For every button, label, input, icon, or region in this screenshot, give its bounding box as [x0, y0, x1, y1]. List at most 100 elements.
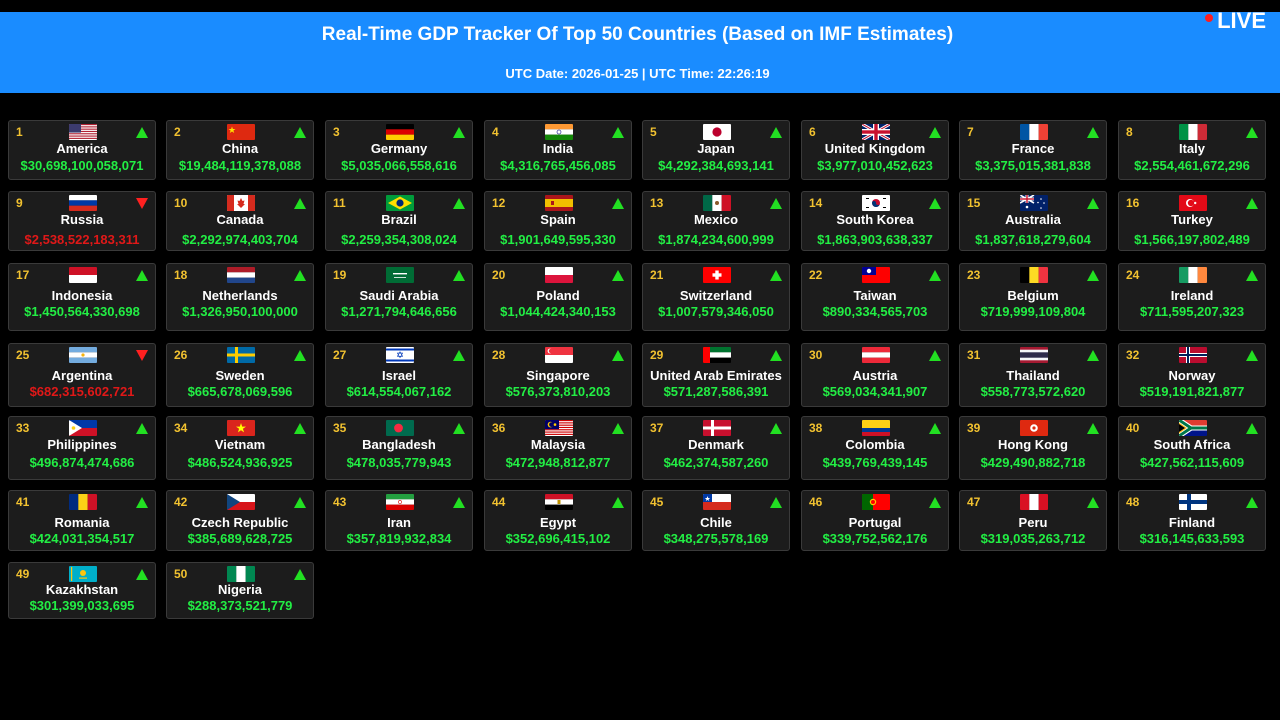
trend-up-icon	[1246, 270, 1258, 281]
country-name: Mexico	[693, 212, 739, 227]
country-gdp-value: $719,999,109,804	[980, 304, 1086, 319]
country-card-america: 1 America $30,698,100,058,071	[8, 120, 156, 180]
trend-up-icon	[929, 198, 941, 209]
country-card-france: 7 France $3,375,015,381,838	[959, 120, 1107, 180]
country-rank: 24	[1126, 268, 1140, 282]
country-card-finland: 48 Finland $316,145,633,593	[1118, 490, 1266, 551]
trend-up-icon	[929, 127, 941, 138]
trend-up-icon	[453, 270, 465, 281]
flag-de-icon	[386, 124, 414, 140]
flag-fi-icon	[1179, 494, 1207, 510]
trend-down-icon	[136, 198, 148, 209]
live-badge: LIVE	[1205, 8, 1266, 34]
country-gdp-value: $424,031,354,517	[29, 531, 135, 546]
country-rank: 46	[809, 495, 823, 509]
country-card-kazakhstan: 49 Kazakhstan $301,399,033,695	[8, 562, 156, 619]
trend-up-icon	[1087, 198, 1099, 209]
country-card-australia: 15 Australia $1,837,618,279,604	[959, 191, 1107, 251]
country-gdp-value: $427,562,115,609	[1139, 455, 1245, 470]
country-name: Brazil	[381, 212, 417, 227]
country-rank: 36	[492, 421, 506, 435]
trend-up-icon	[929, 423, 941, 434]
country-name: Australia	[1005, 212, 1061, 227]
trend-up-icon	[612, 350, 624, 361]
trend-up-icon	[770, 350, 782, 361]
country-card-colombia: 38 Colombia $439,769,439,145	[801, 416, 949, 480]
trend-up-icon	[294, 198, 306, 209]
flag-hk-icon	[1020, 420, 1048, 436]
country-rank: 12	[492, 196, 506, 210]
country-name: Singapore	[526, 368, 590, 383]
country-card-romania: 41 Romania $424,031,354,517	[8, 490, 156, 551]
country-gdp-value: $1,874,234,600,999	[658, 232, 774, 247]
country-gdp-value: $339,752,562,176	[822, 531, 928, 546]
country-card-peru: 47 Peru $319,035,263,712	[959, 490, 1107, 551]
country-name: Austria	[852, 368, 898, 383]
country-gdp-value: $1,837,618,279,604	[975, 232, 1091, 247]
country-name: Sweden	[215, 368, 265, 383]
country-gdp-value: $4,292,384,693,141	[658, 158, 774, 173]
country-gdp-value: $519,191,821,877	[1139, 384, 1245, 399]
country-card-spain: 12 Spain $1,901,649,595,330	[484, 191, 632, 251]
trend-up-icon	[453, 350, 465, 361]
country-name: Argentina	[51, 368, 113, 383]
flag-id-icon	[69, 267, 97, 283]
country-gdp-value: $348,275,578,169	[663, 531, 769, 546]
trend-up-icon	[612, 127, 624, 138]
country-gdp-value: $1,007,579,346,050	[658, 304, 774, 319]
country-card-brazil: 11 Brazil $2,259,354,308,024	[325, 191, 473, 251]
country-card-israel: 27 Israel $614,554,067,162	[325, 343, 473, 407]
flag-cz-icon	[227, 494, 255, 510]
country-name: United Arab Emirates	[650, 368, 782, 383]
country-name: Taiwan	[853, 288, 897, 303]
country-gdp-value: $301,399,033,695	[29, 598, 135, 613]
country-rank: 38	[809, 421, 823, 435]
trend-up-icon	[612, 497, 624, 508]
flag-il-icon	[386, 347, 414, 363]
country-rank: 26	[174, 348, 188, 362]
country-rank: 43	[333, 495, 347, 509]
flag-th-icon	[1020, 347, 1048, 363]
country-name: France	[1011, 141, 1055, 156]
country-gdp-value: $2,259,354,308,024	[341, 232, 457, 247]
country-rank: 19	[333, 268, 347, 282]
country-gdp-value: $478,035,779,943	[346, 455, 452, 470]
country-name: Netherlands	[202, 288, 278, 303]
country-card-vietnam: 34 Vietnam $486,524,936,925	[166, 416, 314, 480]
country-gdp-value: $2,538,522,183,311	[24, 232, 140, 247]
country-gdp-value: $4,316,765,456,085	[500, 158, 616, 173]
flag-nl-icon	[227, 267, 255, 283]
trend-up-icon	[136, 270, 148, 281]
country-gdp-value: $316,145,633,593	[1139, 531, 1245, 546]
trend-down-icon	[136, 350, 148, 361]
trend-up-icon	[929, 497, 941, 508]
trend-up-icon	[770, 198, 782, 209]
country-name: Chile	[700, 515, 732, 530]
flag-ir-icon	[386, 494, 414, 510]
flag-cn-icon	[227, 124, 255, 140]
country-name: Finland	[1168, 515, 1216, 530]
country-gdp-value: $357,819,932,834	[346, 531, 452, 546]
flag-tw-icon	[862, 267, 890, 283]
trend-up-icon	[453, 497, 465, 508]
country-card-thailand: 31 Thailand $558,773,572,620	[959, 343, 1107, 407]
country-card-philippines: 33 Philippines $496,874,474,686	[8, 416, 156, 480]
country-rank: 16	[1126, 196, 1140, 210]
trend-up-icon	[929, 270, 941, 281]
country-rank: 11	[333, 196, 346, 210]
flag-jp-icon	[703, 124, 731, 140]
country-rank: 33	[16, 421, 30, 435]
country-name: China	[221, 141, 259, 156]
country-card-austria: 30 Austria $569,034,341,907	[801, 343, 949, 407]
country-name: United Kingdom	[824, 141, 926, 156]
country-card-chile: 45 Chile $348,275,578,169	[642, 490, 790, 551]
flag-br-icon	[386, 195, 414, 211]
trend-up-icon	[1087, 423, 1099, 434]
country-gdp-value: $2,292,974,403,704	[182, 232, 298, 247]
trend-up-icon	[770, 270, 782, 281]
flag-za-icon	[1179, 420, 1207, 436]
country-rank: 4	[492, 125, 499, 139]
country-gdp-value: $462,374,587,260	[663, 455, 769, 470]
country-card-south-africa: 40 South Africa $427,562,115,609	[1118, 416, 1266, 480]
country-name: South Korea	[836, 212, 914, 227]
